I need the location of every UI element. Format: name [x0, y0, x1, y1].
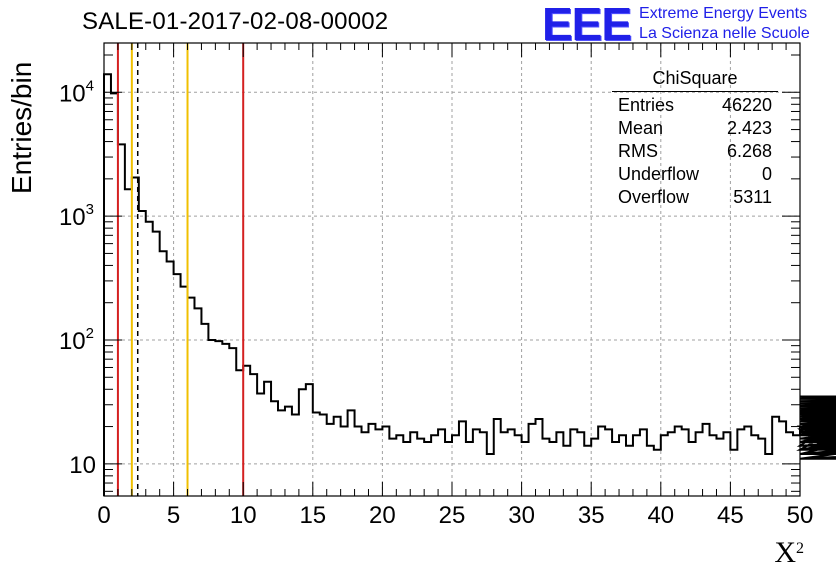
x-tick-label: 10: [230, 502, 257, 529]
y-tick-label-base: 10: [59, 80, 86, 107]
x-tick-label: 40: [647, 502, 674, 529]
y-tick-label-base: 10: [59, 204, 86, 231]
eee-logo-mark: EEE: [542, 0, 632, 50]
x-tick-label: 0: [97, 502, 110, 529]
x-tick-label: 20: [369, 502, 396, 529]
stats-label: Underflow: [618, 164, 700, 184]
x-axis-label-base: X: [774, 536, 796, 569]
y-tick-label-exponent: 4: [86, 77, 94, 94]
x-axis-label-exponent: 2: [796, 540, 804, 557]
logo-line-1: Extreme Energy Events: [639, 5, 808, 22]
stats-value: 5311: [733, 187, 772, 207]
eee-logo: EEE Extreme Energy Events La Scienza nel…: [542, 0, 810, 50]
x-axis-label: X2: [774, 536, 804, 570]
stats-row-underflow: Underflow 0: [612, 163, 778, 186]
y-tick-label: 10: [69, 452, 96, 479]
logo-line-2: La Scienza nelle Scuole: [639, 25, 810, 42]
histogram-outline: [103, 73, 836, 496]
x-tick-label: 15: [299, 502, 326, 529]
stats-box: ChiSquare Entries 46220 Mean 2.423 RMS 6…: [612, 68, 778, 209]
grid-lines: [104, 43, 800, 496]
eee-logo-text: Extreme Energy Events La Scienza nelle S…: [639, 2, 810, 44]
stats-row-overflow: Overflow 5311: [612, 186, 778, 209]
y-tick-label-exponent: 3: [86, 201, 94, 218]
y-tick-label: 104: [59, 77, 94, 107]
x-tick-label: 30: [508, 502, 535, 529]
stats-label: RMS: [618, 141, 658, 161]
stats-label: Mean: [618, 118, 664, 138]
y-tick-label-base: 10: [69, 452, 96, 479]
x-tick-label: 35: [578, 502, 605, 529]
plot-title: SALE-01-2017-02-08-00002: [82, 8, 389, 35]
marker-lines: [116, 43, 245, 496]
stats-label: Entries: [618, 95, 675, 115]
x-tick-label: 5: [167, 502, 180, 529]
stats-value: 6.268: [726, 141, 772, 161]
stats-row-mean: Mean 2.423: [612, 117, 778, 140]
y-tick-label-base: 10: [59, 328, 86, 355]
x-tick-label: 25: [439, 502, 466, 529]
stats-row-rms: RMS 6.268: [612, 140, 778, 163]
x-tick-label: 50: [787, 502, 814, 529]
y-tick-label-exponent: 2: [86, 325, 94, 342]
stats-value: 46220: [721, 95, 772, 115]
y-axis-label: Entries/bin: [6, 61, 37, 194]
x-tick-label: 45: [717, 502, 744, 529]
histogram-series: [103, 73, 836, 496]
stats-title: ChiSquare: [612, 68, 778, 92]
x-tick-labels: 0 5 10 15 20 25 30 35 40 45 50: [97, 502, 813, 529]
y-tick-label: 103: [59, 201, 94, 231]
stats-value: 0: [761, 164, 772, 184]
y-tick-label: 102: [59, 325, 94, 355]
axis-ticks: [103, 43, 801, 496]
stats-label: Overflow: [618, 187, 690, 207]
stats-row-entries: Entries 46220: [612, 94, 778, 117]
stats-value: 2.423: [726, 118, 772, 138]
